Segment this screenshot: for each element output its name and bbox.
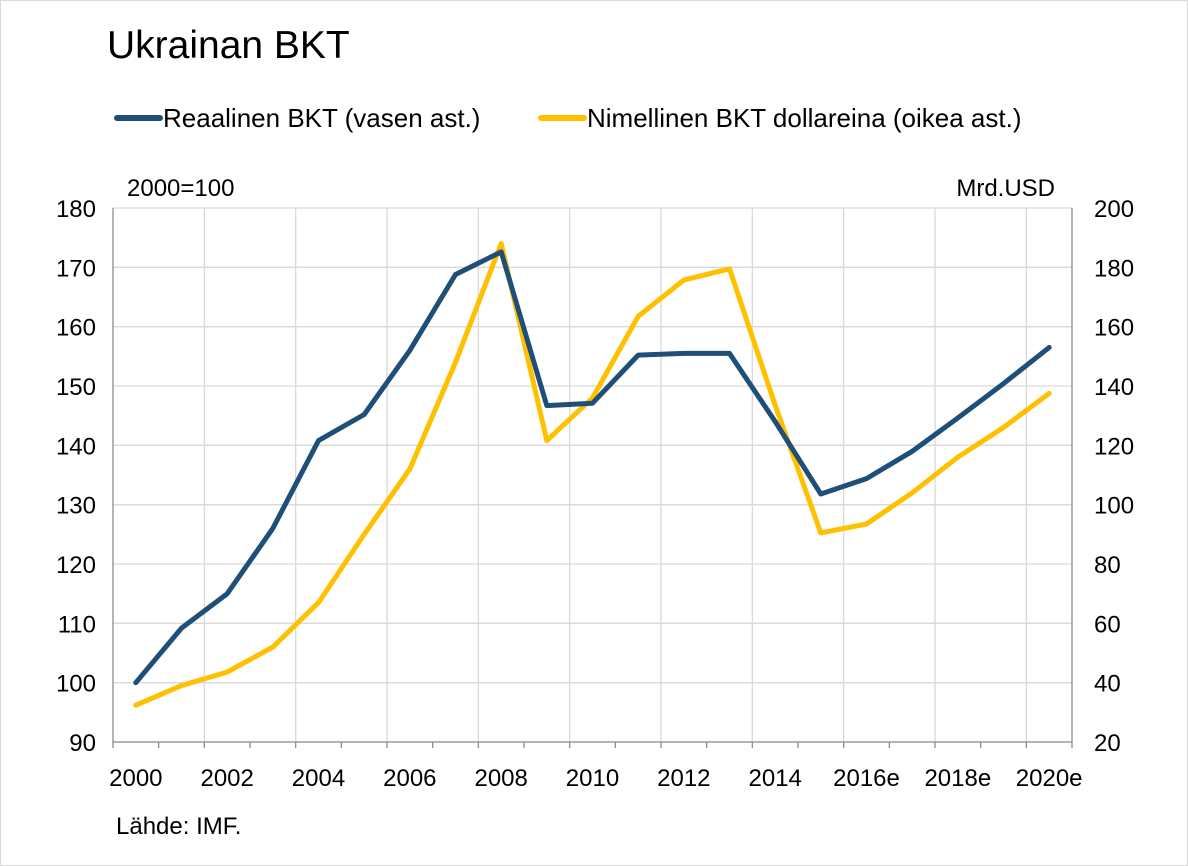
right-tick-label: 120 — [1094, 433, 1134, 460]
left-tick-label: 170 — [56, 255, 96, 282]
x-tick-label: 2008 — [474, 765, 527, 792]
x-tick-label: 2004 — [292, 765, 345, 792]
right-tick-label: 60 — [1094, 611, 1121, 638]
legend-label-nominal-gdp: Nimellinen BKT dollareina (oikea ast.) — [587, 103, 1022, 133]
x-tick-label: 2018e — [924, 765, 991, 792]
right-tick-label: 80 — [1094, 552, 1121, 579]
left-tick-label: 120 — [56, 552, 96, 579]
right-axis-ticks: 20 40 60 80 100 120 140 160 180 200 — [1094, 196, 1134, 757]
x-tick-label: 2006 — [383, 765, 436, 792]
left-tick-label: 90 — [69, 730, 96, 757]
left-axis-unit: 2000=100 — [127, 175, 234, 202]
left-tick-label: 100 — [56, 671, 96, 698]
left-tick-label: 140 — [56, 433, 96, 460]
chart-title: Ukrainan BKT — [107, 24, 350, 67]
right-axis-unit: Mrd.USD — [956, 175, 1055, 202]
right-tick-label: 20 — [1094, 730, 1121, 757]
source-note: Lähde: IMF. — [116, 813, 241, 840]
right-tick-label: 200 — [1094, 196, 1134, 223]
left-tick-label: 130 — [56, 493, 96, 520]
series-line-nominal-gdp — [133, 241, 1052, 708]
axes — [112, 208, 1073, 748]
x-tick-label: 2020e — [1016, 765, 1083, 792]
right-tick-label: 100 — [1094, 493, 1134, 520]
x-tick-label: 2016e — [833, 765, 900, 792]
x-tick-label: 2012 — [657, 765, 710, 792]
series-line-real-gdp — [133, 249, 1052, 686]
legend-label-real-gdp: Reaalinen BKT (vasen ast.) — [163, 103, 480, 133]
left-tick-label: 110 — [58, 611, 96, 638]
right-tick-label: 40 — [1094, 671, 1121, 698]
right-tick-label: 140 — [1094, 374, 1134, 401]
left-tick-label: 150 — [56, 374, 96, 401]
x-tick-label: 2002 — [200, 765, 253, 792]
legend: Reaalinen BKT (vasen ast.) Nimellinen BK… — [114, 103, 1022, 133]
series-lines — [133, 241, 1052, 708]
x-tick-label: 2014 — [748, 765, 801, 792]
left-tick-label: 160 — [56, 315, 96, 342]
left-axis-ticks: 90 100 110 120 130 140 150 160 170 180 — [56, 196, 96, 757]
x-axis-ticks: 2000 2002 2004 2006 2008 2010 2012 2014 2016e 201… — [109, 765, 1082, 792]
x-tick-label: 2010 — [566, 765, 619, 792]
right-tick-label: 180 — [1094, 255, 1134, 282]
left-tick-label: 180 — [56, 196, 96, 223]
x-tick-label: 2000 — [109, 765, 162, 792]
right-tick-label: 160 — [1094, 315, 1134, 342]
gridlines — [113, 207, 1072, 743]
